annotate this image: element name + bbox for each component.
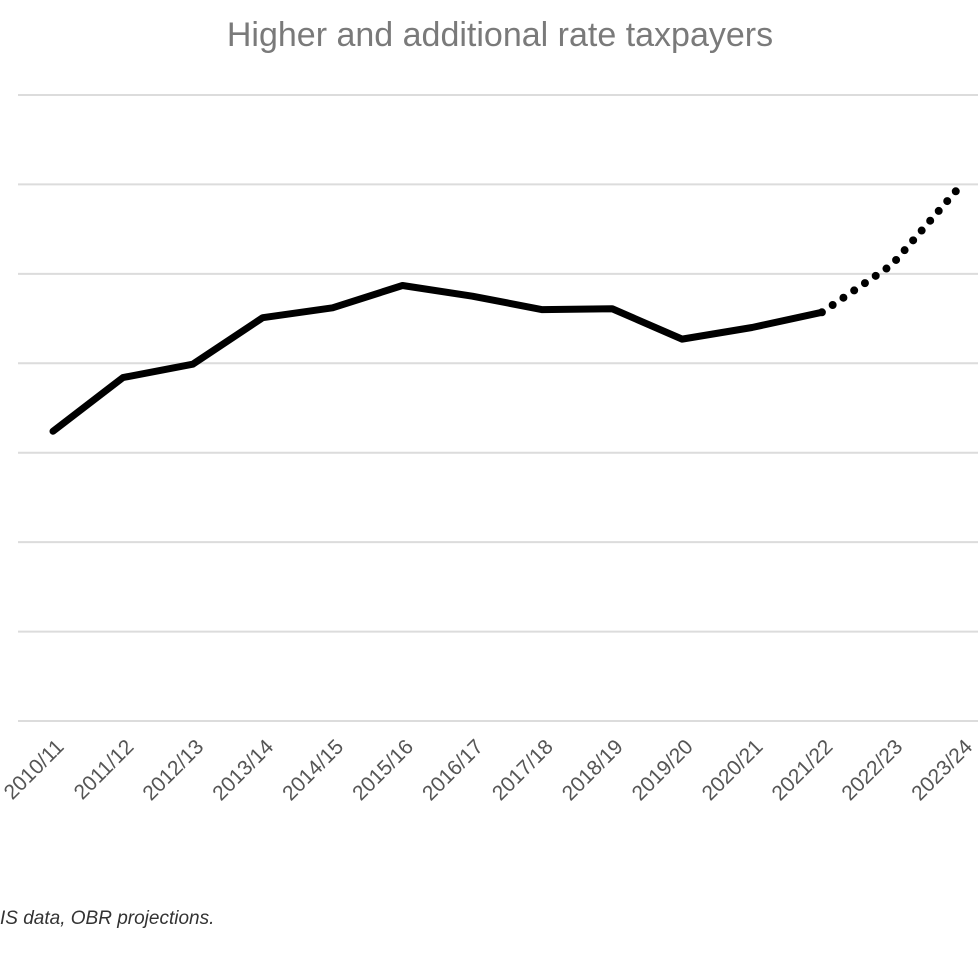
x-tick-label: 2011/12 [70,735,139,804]
x-tick-label: 2017/18 [488,735,558,805]
x-tick-label: 2016/17 [418,735,488,805]
x-tick-label: 2019/20 [628,735,698,805]
x-tick-label: 2018/19 [558,735,628,805]
x-tick-label: 2015/16 [348,735,418,805]
source-note: IS data, OBR projections. [0,908,214,929]
x-tick-label: 2012/13 [138,735,208,805]
x-tick-label: 2014/15 [278,735,348,805]
x-tick-label: 2023/24 [907,735,977,805]
actual-line [49,281,826,435]
projection-line [817,180,966,317]
chart-title: Higher and additional rate taxpayers [227,16,773,54]
x-tick-label: 2013/14 [208,735,278,805]
x-tick-label: 2010/11 [0,735,69,804]
x-tick-label: 2020/21 [698,735,768,805]
x-tick-label: 2021/22 [767,735,837,805]
x-tick-label: 2022/23 [837,735,907,805]
